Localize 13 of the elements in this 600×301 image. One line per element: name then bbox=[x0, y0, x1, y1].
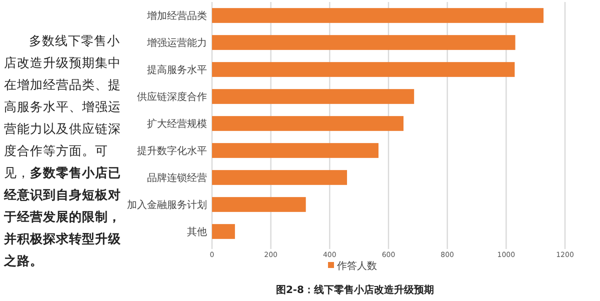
y-tick-label: 提高服务水平 bbox=[147, 64, 207, 76]
y-tick-label: 其他 bbox=[187, 226, 207, 238]
y-tick-label: 加入金融服务计划 bbox=[127, 199, 207, 211]
y-tick-label: 增加经营品类 bbox=[146, 10, 207, 22]
y-tick-label: 增强运营能力 bbox=[146, 37, 207, 49]
y-tick-label: 扩大经营规模 bbox=[147, 118, 207, 130]
y-tick-label: 供应链深度合作 bbox=[137, 91, 207, 103]
text: 图2-8：线下零售小店改造升级预期 bbox=[276, 284, 434, 296]
legend-label: 作答人数 bbox=[336, 260, 377, 272]
y-tick-label: 品牌连锁经营 bbox=[147, 172, 207, 184]
text: 多数线下零售小店改造升级预期集中在增加经营品类、提高服务水平、增强运营能力以及供应链深度合作等方面。可见，多数零售小店已经意识到自身短板对于经营发展的限制，并积极探求转型升级之路。 bbox=[4, 33, 121, 268]
y-tick-label: 提升数字化水平 bbox=[137, 145, 207, 157]
legend: 作答人数 bbox=[328, 261, 377, 272]
